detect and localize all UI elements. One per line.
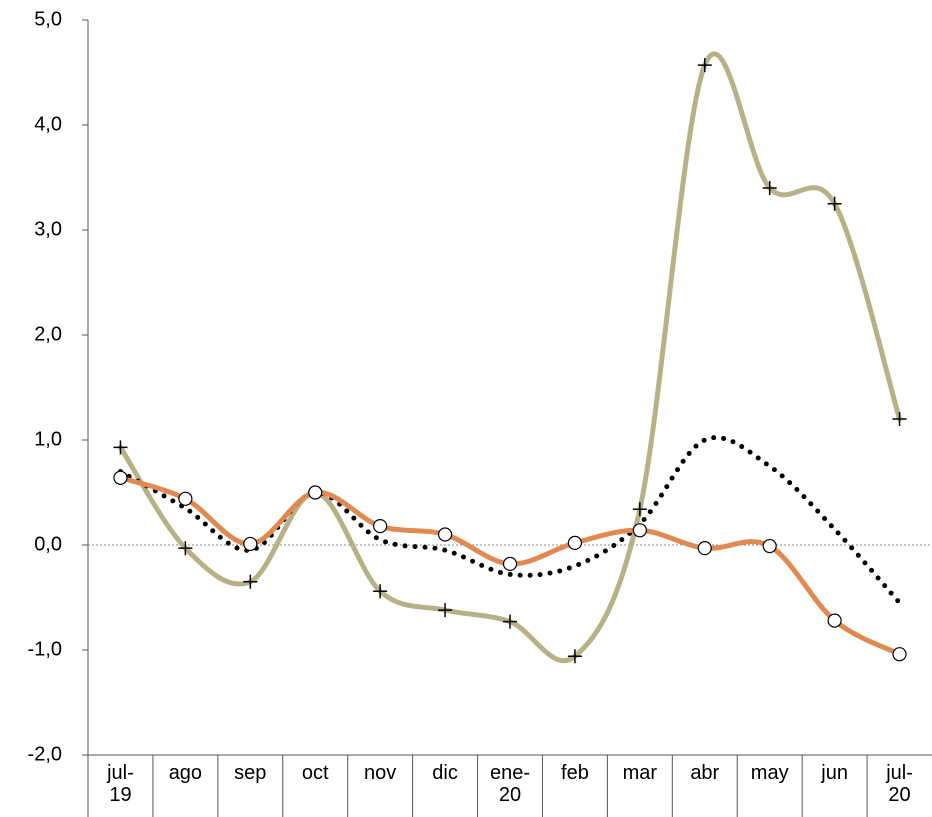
plus-marker [503, 614, 517, 629]
plus-marker [697, 58, 712, 73]
circle-marker [243, 536, 258, 552]
plus-marker [178, 541, 193, 556]
plus-marker [438, 603, 453, 618]
circle-marker [827, 613, 842, 628]
y-tick-label: -1,0 [28, 638, 62, 660]
x-tick-label: oct [301, 762, 329, 784]
circle-marker [632, 523, 647, 538]
y-tick-label: 2,0 [34, 323, 62, 345]
circle-marker [178, 491, 193, 506]
x-tick-label: may [750, 762, 789, 784]
x-tick-label: jun [821, 762, 848, 784]
circle-marker [113, 470, 128, 485]
plus-marker [892, 412, 907, 426]
x-tick-label: mar [622, 762, 658, 784]
y-tick-label: -2,0 [28, 743, 62, 765]
x-tick-label: nov [364, 762, 397, 784]
plus-marker [243, 574, 258, 589]
x-tick-label: jul-19 [107, 762, 134, 806]
circle-marker [567, 535, 583, 551]
x-tick-label: jul-20 [886, 762, 913, 806]
plus-marker [827, 196, 842, 211]
plus-marker [762, 181, 777, 195]
y-tick-label: 3,0 [34, 218, 62, 240]
plus-marker [632, 502, 647, 517]
circle-marker [437, 527, 453, 542]
x-tick-label: ene-20 [490, 762, 531, 806]
y-tick-label: 4,0 [34, 113, 62, 135]
circle-marker [373, 518, 388, 534]
circle-marker [502, 556, 518, 572]
plus-marker [113, 440, 128, 455]
x-tick-label: dic [432, 762, 458, 784]
y-tick-label: 0,0 [34, 533, 62, 555]
x-tick-label: abr [690, 762, 720, 784]
circle-marker [308, 485, 323, 500]
x-tick-label: feb [561, 762, 589, 784]
x-tick-label: ago [168, 762, 203, 784]
plus-marker [373, 584, 388, 599]
line-series [117, 435, 903, 606]
circle-marker [697, 541, 712, 556]
circle-marker [892, 647, 907, 662]
plus-marker [567, 649, 582, 664]
x-tick-label: sep [234, 762, 267, 784]
circle-marker [762, 538, 777, 554]
y-tick-label: 5,0 [34, 8, 62, 30]
y-tick-label: 1,0 [34, 428, 62, 450]
